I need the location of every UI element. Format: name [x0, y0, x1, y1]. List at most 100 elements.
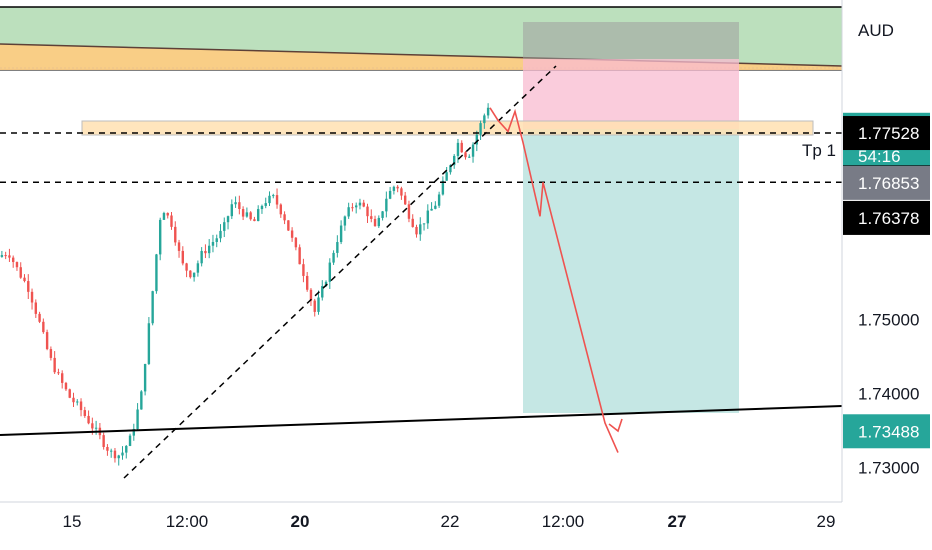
- candle-body: [445, 172, 448, 181]
- price-tag-value: 1.77528: [858, 124, 919, 143]
- lines-layer: [0, 65, 843, 479]
- candle-body: [290, 230, 294, 238]
- candle-body: [260, 205, 264, 210]
- candle-body: [351, 207, 354, 209]
- forecast-path: [489, 107, 619, 453]
- candle-body: [91, 423, 94, 429]
- candle-body: [49, 349, 53, 358]
- zones-layer: [0, 6, 843, 413]
- candle-body: [264, 203, 267, 206]
- candle-body: [68, 389, 71, 398]
- candle-body: [317, 297, 320, 312]
- candle-body: [486, 107, 490, 116]
- candle-body: [117, 455, 120, 459]
- candle-body: [162, 212, 166, 220]
- candle-body: [272, 195, 275, 197]
- candles-layer: [0, 103, 490, 466]
- candle-body: [4, 255, 7, 257]
- candle-body: [475, 134, 479, 145]
- candle-body: [219, 230, 222, 239]
- candle-body: [136, 409, 139, 429]
- candle-body: [147, 323, 151, 364]
- candle-body: [174, 226, 177, 243]
- candle-body: [143, 363, 147, 392]
- candle-body: [181, 250, 185, 264]
- candle-body: [87, 415, 90, 424]
- candle-body: [358, 202, 362, 206]
- candle-body: [483, 115, 486, 124]
- price-tag-countdown: 54:16: [858, 147, 901, 166]
- candle-body: [354, 205, 358, 208]
- candle-body: [234, 202, 237, 205]
- candle-body: [407, 204, 411, 219]
- candle-body: [8, 255, 11, 258]
- candle-body: [437, 194, 441, 206]
- candle-body: [441, 180, 445, 195]
- candle-body: [207, 245, 211, 254]
- candle-body: [125, 445, 128, 453]
- support-line: [0, 405, 843, 436]
- x-tick-label: 20: [291, 512, 310, 531]
- candle-body: [426, 210, 430, 224]
- candle-body: [403, 195, 407, 205]
- candle-body: [464, 152, 467, 158]
- candle-body: [256, 209, 260, 222]
- candle-body: [343, 216, 347, 226]
- candle-body: [113, 450, 117, 459]
- price-tag-box: [843, 414, 930, 449]
- candle-body: [430, 208, 433, 211]
- candle-body: [287, 220, 290, 231]
- x-tick-label: 29: [817, 512, 836, 531]
- price-tag-value: 1.73488: [858, 422, 919, 441]
- candle-body: [38, 313, 41, 322]
- candle-body: [275, 195, 279, 205]
- candle-body: [19, 267, 22, 278]
- candle-body: [121, 452, 124, 456]
- y-tick-labels: 1.75000 1.74000 1.73000: [858, 311, 919, 478]
- candle-body: [15, 262, 19, 268]
- x-tick-label: 27: [668, 512, 687, 531]
- candle-body: [332, 252, 335, 263]
- candle-body: [449, 165, 452, 173]
- candle-body: [328, 262, 332, 282]
- candle-body: [419, 224, 422, 235]
- candle-body: [53, 357, 56, 373]
- x-tick-label: 22: [441, 512, 460, 531]
- candle-body: [170, 215, 173, 227]
- candle-body: [189, 270, 192, 278]
- candle-body: [72, 397, 75, 403]
- price-tags: 1.7757254:161.775281.768611.768531.76378…: [843, 112, 930, 449]
- candle-body: [140, 391, 143, 410]
- candle-body: [396, 186, 399, 189]
- candle-body: [211, 241, 215, 246]
- short-stop-zone: [523, 59, 739, 129]
- candle-body: [283, 214, 286, 221]
- candle-body: [34, 302, 38, 314]
- tp-zone: [81, 120, 814, 136]
- forecast-arrowhead: [608, 418, 623, 433]
- candle-body: [279, 204, 283, 215]
- candle-body: [45, 332, 49, 350]
- candle-body: [468, 156, 471, 158]
- candle-body: [456, 142, 460, 156]
- y-tick-label: 1.73000: [858, 458, 919, 477]
- x-tick-label: 12:00: [166, 512, 209, 531]
- candle-body: [479, 123, 482, 135]
- candle-body: [370, 216, 373, 219]
- candle-body: [434, 205, 437, 209]
- candle-body: [422, 223, 426, 225]
- rising-trendline: [123, 65, 557, 479]
- candle-body: [452, 155, 456, 166]
- candle-body: [132, 428, 136, 436]
- candle-body: [42, 321, 45, 333]
- candle-body: [377, 217, 381, 227]
- candle-body: [321, 286, 324, 298]
- candle-body: [313, 300, 316, 312]
- candle-body: [30, 291, 34, 303]
- candle-body: [57, 372, 60, 374]
- candle-body: [106, 446, 109, 451]
- candle-body: [392, 186, 396, 191]
- candle-body: [253, 219, 256, 222]
- candle-body: [305, 275, 309, 290]
